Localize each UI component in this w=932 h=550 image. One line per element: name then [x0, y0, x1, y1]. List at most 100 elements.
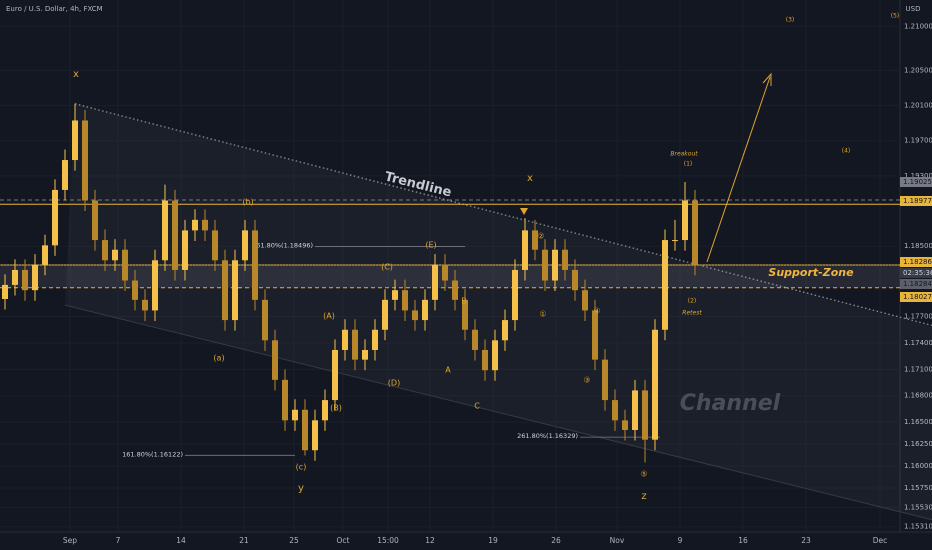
candle: [592, 299, 598, 371]
candle: [612, 389, 618, 431]
candle-body: [162, 200, 168, 261]
price-tag-label: 1.18284: [903, 280, 932, 288]
candle: [412, 299, 418, 331]
fib-label: 261.80%(1.16329): [517, 432, 578, 440]
y-tick-label: 1.15310: [904, 523, 932, 531]
candle-body: [242, 230, 248, 261]
candle-body: [192, 219, 198, 231]
countdown: 02:35:36: [903, 269, 932, 277]
x-tick-label: 21: [239, 536, 249, 545]
candle: [452, 269, 458, 311]
y-tick-label: 1.16500: [904, 418, 932, 426]
candle: [652, 319, 658, 451]
candle: [12, 259, 18, 296]
candle: [482, 339, 488, 381]
candle-body: [12, 269, 18, 285]
candle-body: [32, 264, 38, 291]
candle: [432, 254, 438, 311]
candle: [632, 379, 638, 441]
wave-label: ②: [537, 232, 544, 241]
channel-label: Channel: [680, 391, 781, 416]
candle-body: [262, 299, 268, 341]
x-tick-label: 23: [801, 536, 811, 545]
candle: [672, 219, 678, 251]
x-tick-label: Sep: [63, 536, 77, 545]
candle: [382, 289, 388, 341]
candle-body: [532, 230, 538, 250]
candle-body: [682, 200, 688, 241]
candle-body: [622, 420, 628, 430]
candle-body: [142, 299, 148, 311]
candle-body: [252, 230, 258, 300]
candle: [422, 289, 428, 331]
candle-body: [592, 310, 598, 360]
candle-body: [512, 269, 518, 321]
candle: [332, 339, 338, 411]
candle-body: [132, 280, 138, 300]
candle: [392, 279, 398, 311]
wave-label: y: [298, 483, 304, 494]
wave-label: (2): [688, 298, 697, 305]
candle: [362, 339, 368, 371]
wave-label: x: [527, 173, 533, 184]
wave-label: (A): [323, 312, 335, 321]
y-tick-label: 1.19300: [904, 172, 932, 180]
x-tick-label: 12: [425, 536, 435, 545]
candle-body: [392, 290, 398, 300]
candle: [242, 219, 248, 271]
candle-body: [102, 240, 108, 261]
candle: [102, 229, 108, 271]
candle: [542, 239, 548, 292]
wave-label: (b): [242, 198, 253, 207]
candle-body: [112, 249, 118, 261]
candle-body: [432, 264, 438, 300]
candle-body: [652, 329, 658, 440]
candle-body: [202, 219, 208, 231]
price-tag: [900, 279, 932, 289]
fib-label: 161.80%(1.18496): [252, 242, 313, 250]
candle: [292, 399, 298, 431]
candle-body: [52, 189, 58, 246]
candle: [312, 409, 318, 461]
x-tick-label: Oct: [337, 536, 350, 545]
candle-body: [2, 284, 8, 299]
candle: [122, 239, 128, 292]
wave-label: z: [641, 491, 646, 502]
y-tick-label: 1.16800: [904, 392, 932, 400]
candle: [252, 219, 258, 311]
candle: [202, 209, 208, 241]
y-tick-label: 1.15750: [904, 484, 932, 492]
candle-body: [372, 329, 378, 350]
candle-body: [542, 249, 548, 281]
candle-body: [632, 390, 638, 430]
candle-body: [292, 409, 298, 421]
candle: [32, 254, 38, 301]
candle: [282, 369, 288, 431]
candle-body: [692, 200, 698, 265]
candle-body: [152, 260, 158, 311]
candle: [112, 239, 118, 271]
candle: [462, 289, 468, 341]
candle-body: [472, 329, 478, 350]
candle-body: [642, 390, 648, 440]
x-tick-label: Nov: [610, 536, 625, 545]
candle: [272, 329, 278, 391]
wave-label: (5): [891, 13, 900, 20]
candle-body: [412, 310, 418, 321]
wave-label: (c): [296, 463, 307, 472]
candle-body: [352, 329, 358, 360]
currency: USD: [906, 5, 921, 13]
projection-arrow: [706, 76, 771, 263]
wave-label: Retest: [682, 310, 702, 317]
candle-body: [462, 299, 468, 330]
candle-body: [402, 290, 408, 311]
candle: [72, 103, 78, 171]
candle: [322, 389, 328, 431]
candle-body: [572, 269, 578, 291]
wave-label: (B): [330, 404, 342, 413]
candle-body: [62, 160, 68, 190]
price-tag-label: 1.19025: [903, 178, 932, 186]
y-tick-label: 1.17100: [904, 365, 932, 373]
channel-line: [64, 304, 932, 521]
candle-body: [212, 230, 218, 261]
